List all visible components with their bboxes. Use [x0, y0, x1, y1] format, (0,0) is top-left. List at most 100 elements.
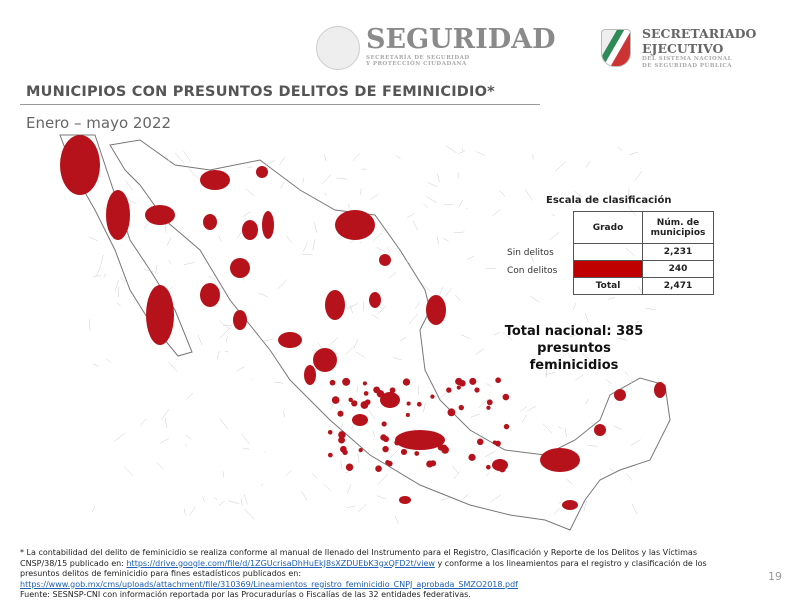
value-sin-delitos: 2,231 — [642, 243, 714, 261]
municipality-con-delitos — [389, 387, 396, 394]
municipality-con-delitos — [468, 453, 476, 461]
municipality-con-delitos — [60, 135, 100, 195]
municipality-con-delitos — [256, 166, 268, 178]
municipality-con-delitos — [469, 377, 477, 385]
municipality-con-delitos — [380, 392, 400, 408]
municipality-con-delitos — [430, 394, 435, 399]
municipality-con-delitos — [335, 210, 375, 240]
municipality-con-delitos — [654, 382, 666, 398]
national-total: Total nacional: 385 presuntos feminicidio… — [504, 324, 644, 373]
row-label-sin-delitos: Sin delitos — [507, 248, 554, 258]
secretariado-shield-logo — [601, 29, 631, 67]
footnote-link-gob[interactable]: https://www.gob.mx/cms/uploads/attachmen… — [20, 579, 518, 589]
value-con-delitos: 240 — [642, 260, 714, 278]
municipality-con-delitos — [406, 401, 411, 406]
municipality-con-delitos — [495, 440, 501, 447]
title-divider — [20, 104, 540, 105]
municipality-con-delitos — [233, 310, 247, 330]
municipality-con-delitos — [400, 448, 408, 456]
municipality-con-delitos — [352, 414, 368, 426]
row-label-con-delitos: Con delitos — [507, 266, 558, 276]
municipality-con-delitos — [486, 399, 493, 406]
municipality-con-delitos — [342, 377, 351, 386]
municipality-con-delitos — [106, 190, 130, 240]
municipality-con-delitos — [145, 205, 175, 225]
municipality-con-delitos — [382, 445, 389, 453]
municipality-con-delitos — [474, 387, 480, 393]
municipality-con-delitos — [446, 387, 452, 393]
municipality-con-delitos — [562, 500, 578, 510]
municipality-con-delitos — [200, 170, 230, 190]
municipality-con-delitos — [416, 401, 422, 407]
municipality-con-delitos — [363, 391, 369, 396]
municipality-con-delitos — [313, 348, 337, 372]
municipality-con-delitos — [382, 436, 390, 443]
municipality-con-delitos — [414, 451, 420, 456]
municipality-con-delitos — [503, 423, 510, 430]
municipality-con-delitos — [426, 295, 446, 325]
scale-title: Escala de clasificación — [546, 195, 672, 206]
footnote-link-drive[interactable]: https://drive.google.com/file/d/1ZGUcris… — [126, 558, 435, 568]
municipality-con-delitos — [327, 429, 333, 435]
municipality-con-delitos — [476, 438, 484, 446]
total-label: Total — [573, 277, 643, 295]
municipality-con-delitos — [437, 444, 445, 451]
municipality-con-delitos — [614, 389, 626, 401]
municipality-con-delitos — [502, 393, 510, 401]
municipality-con-delitos — [486, 464, 491, 470]
municipality-con-delitos — [146, 285, 174, 345]
municipality-con-delitos — [426, 460, 434, 468]
municipality-con-delitos — [375, 465, 382, 472]
municipality-con-delitos — [402, 378, 411, 386]
municipality-con-delitos — [327, 452, 333, 458]
municipality-con-delitos — [369, 292, 381, 308]
page-title: MUNICIPIOS CON PRESUNTOS DELITOS DE FEMI… — [26, 84, 495, 100]
municipality-con-delitos — [331, 396, 340, 404]
municipality-con-delitos — [345, 463, 354, 471]
municipality-con-delitos — [338, 431, 346, 439]
municipality-con-delitos — [594, 424, 606, 436]
municipality-con-delitos — [395, 430, 445, 450]
municipality-con-delitos — [337, 410, 344, 417]
footnote: * La contabilidad del delito de feminici… — [20, 548, 707, 599]
swatch-sin-delitos — [573, 243, 643, 261]
source-note: Fuente: SESNSP-CNI con información repor… — [20, 590, 471, 599]
municipality-con-delitos — [200, 283, 220, 307]
municipality-con-delitos — [325, 290, 345, 320]
header-num-municipios: Núm. de municipios — [642, 211, 714, 244]
page-subtitle: Enero – mayo 2022 — [26, 114, 172, 132]
municipality-con-delitos — [376, 390, 385, 398]
header-grado: Grado — [573, 211, 643, 244]
municipality-con-delitos — [360, 401, 369, 409]
municipality-con-delitos — [338, 436, 346, 444]
municipality-con-delitos — [262, 211, 274, 239]
municipality-con-delitos — [358, 448, 363, 453]
municipality-con-delitos — [399, 496, 411, 504]
municipality-con-delitos — [458, 404, 464, 411]
municipality-con-delitos — [381, 421, 387, 427]
municipality-con-delitos — [348, 397, 353, 403]
municipality-con-delitos — [456, 385, 461, 390]
municipality-con-delitos — [405, 412, 410, 417]
municipality-con-delitos — [351, 400, 358, 407]
municipality-con-delitos — [495, 377, 501, 384]
municipality-con-delitos — [278, 332, 302, 348]
secretariado-logo: SECRETARIADO EJECUTIVO DEL SISTEMA NACION… — [642, 26, 757, 69]
total-value: 2,471 — [642, 277, 714, 295]
municipality-con-delitos — [459, 379, 466, 387]
municipality-con-delitos — [379, 254, 391, 266]
page-number: 19 — [768, 570, 782, 583]
municipality-con-delitos — [387, 460, 393, 467]
seguridad-logo: SEGURIDAD SECRETARÍA DE SEGURIDAD Y PROTE… — [366, 24, 556, 67]
municipality-con-delitos — [230, 258, 250, 278]
municipality-con-delitos — [203, 214, 217, 230]
swatch-con-delitos — [573, 260, 643, 278]
municipality-con-delitos — [362, 381, 367, 386]
municipality-con-delitos — [447, 408, 456, 417]
classification-table: Grado Núm. de municipios 2,231 240 Total 2… — [573, 211, 714, 295]
national-seal-logo — [316, 26, 360, 70]
municipality-con-delitos — [394, 439, 401, 446]
municipality-con-delitos — [242, 220, 258, 240]
municipality-con-delitos — [486, 405, 491, 410]
